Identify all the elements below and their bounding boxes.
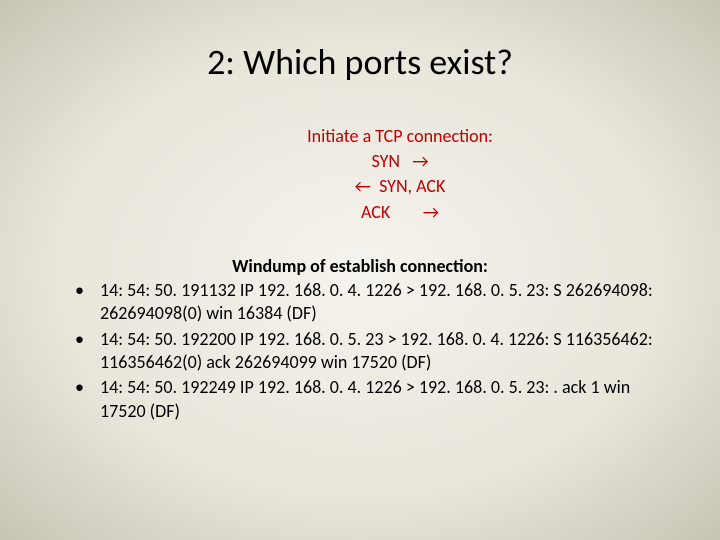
list-item: 14: 54: 50. 192200 IP 192. 168. 0. 5. 23… <box>75 328 670 375</box>
windump-heading: Windump of establish connection: <box>50 255 670 277</box>
list-item: 14: 54: 50. 191132 IP 192. 168. 0. 4. 12… <box>75 279 670 326</box>
handshake-line-ack: ACK → <box>130 200 670 225</box>
handshake-line-syn: SYN → <box>130 149 670 174</box>
slide-title: 2: Which ports exist? <box>50 40 670 84</box>
tcp-handshake-block: Initiate a TCP connection: SYN → ← SYN, … <box>130 124 670 225</box>
handshake-line-synack: ← SYN, ACK <box>130 174 670 199</box>
slide: 2: Which ports exist? Initiate a TCP con… <box>0 0 720 455</box>
list-item: 14: 54: 50. 192249 IP 192. 168. 0. 4. 12… <box>75 376 670 423</box>
handshake-label: Initiate a TCP connection: <box>130 124 670 149</box>
windump-list: 14: 54: 50. 191132 IP 192. 168. 0. 4. 12… <box>50 279 670 423</box>
